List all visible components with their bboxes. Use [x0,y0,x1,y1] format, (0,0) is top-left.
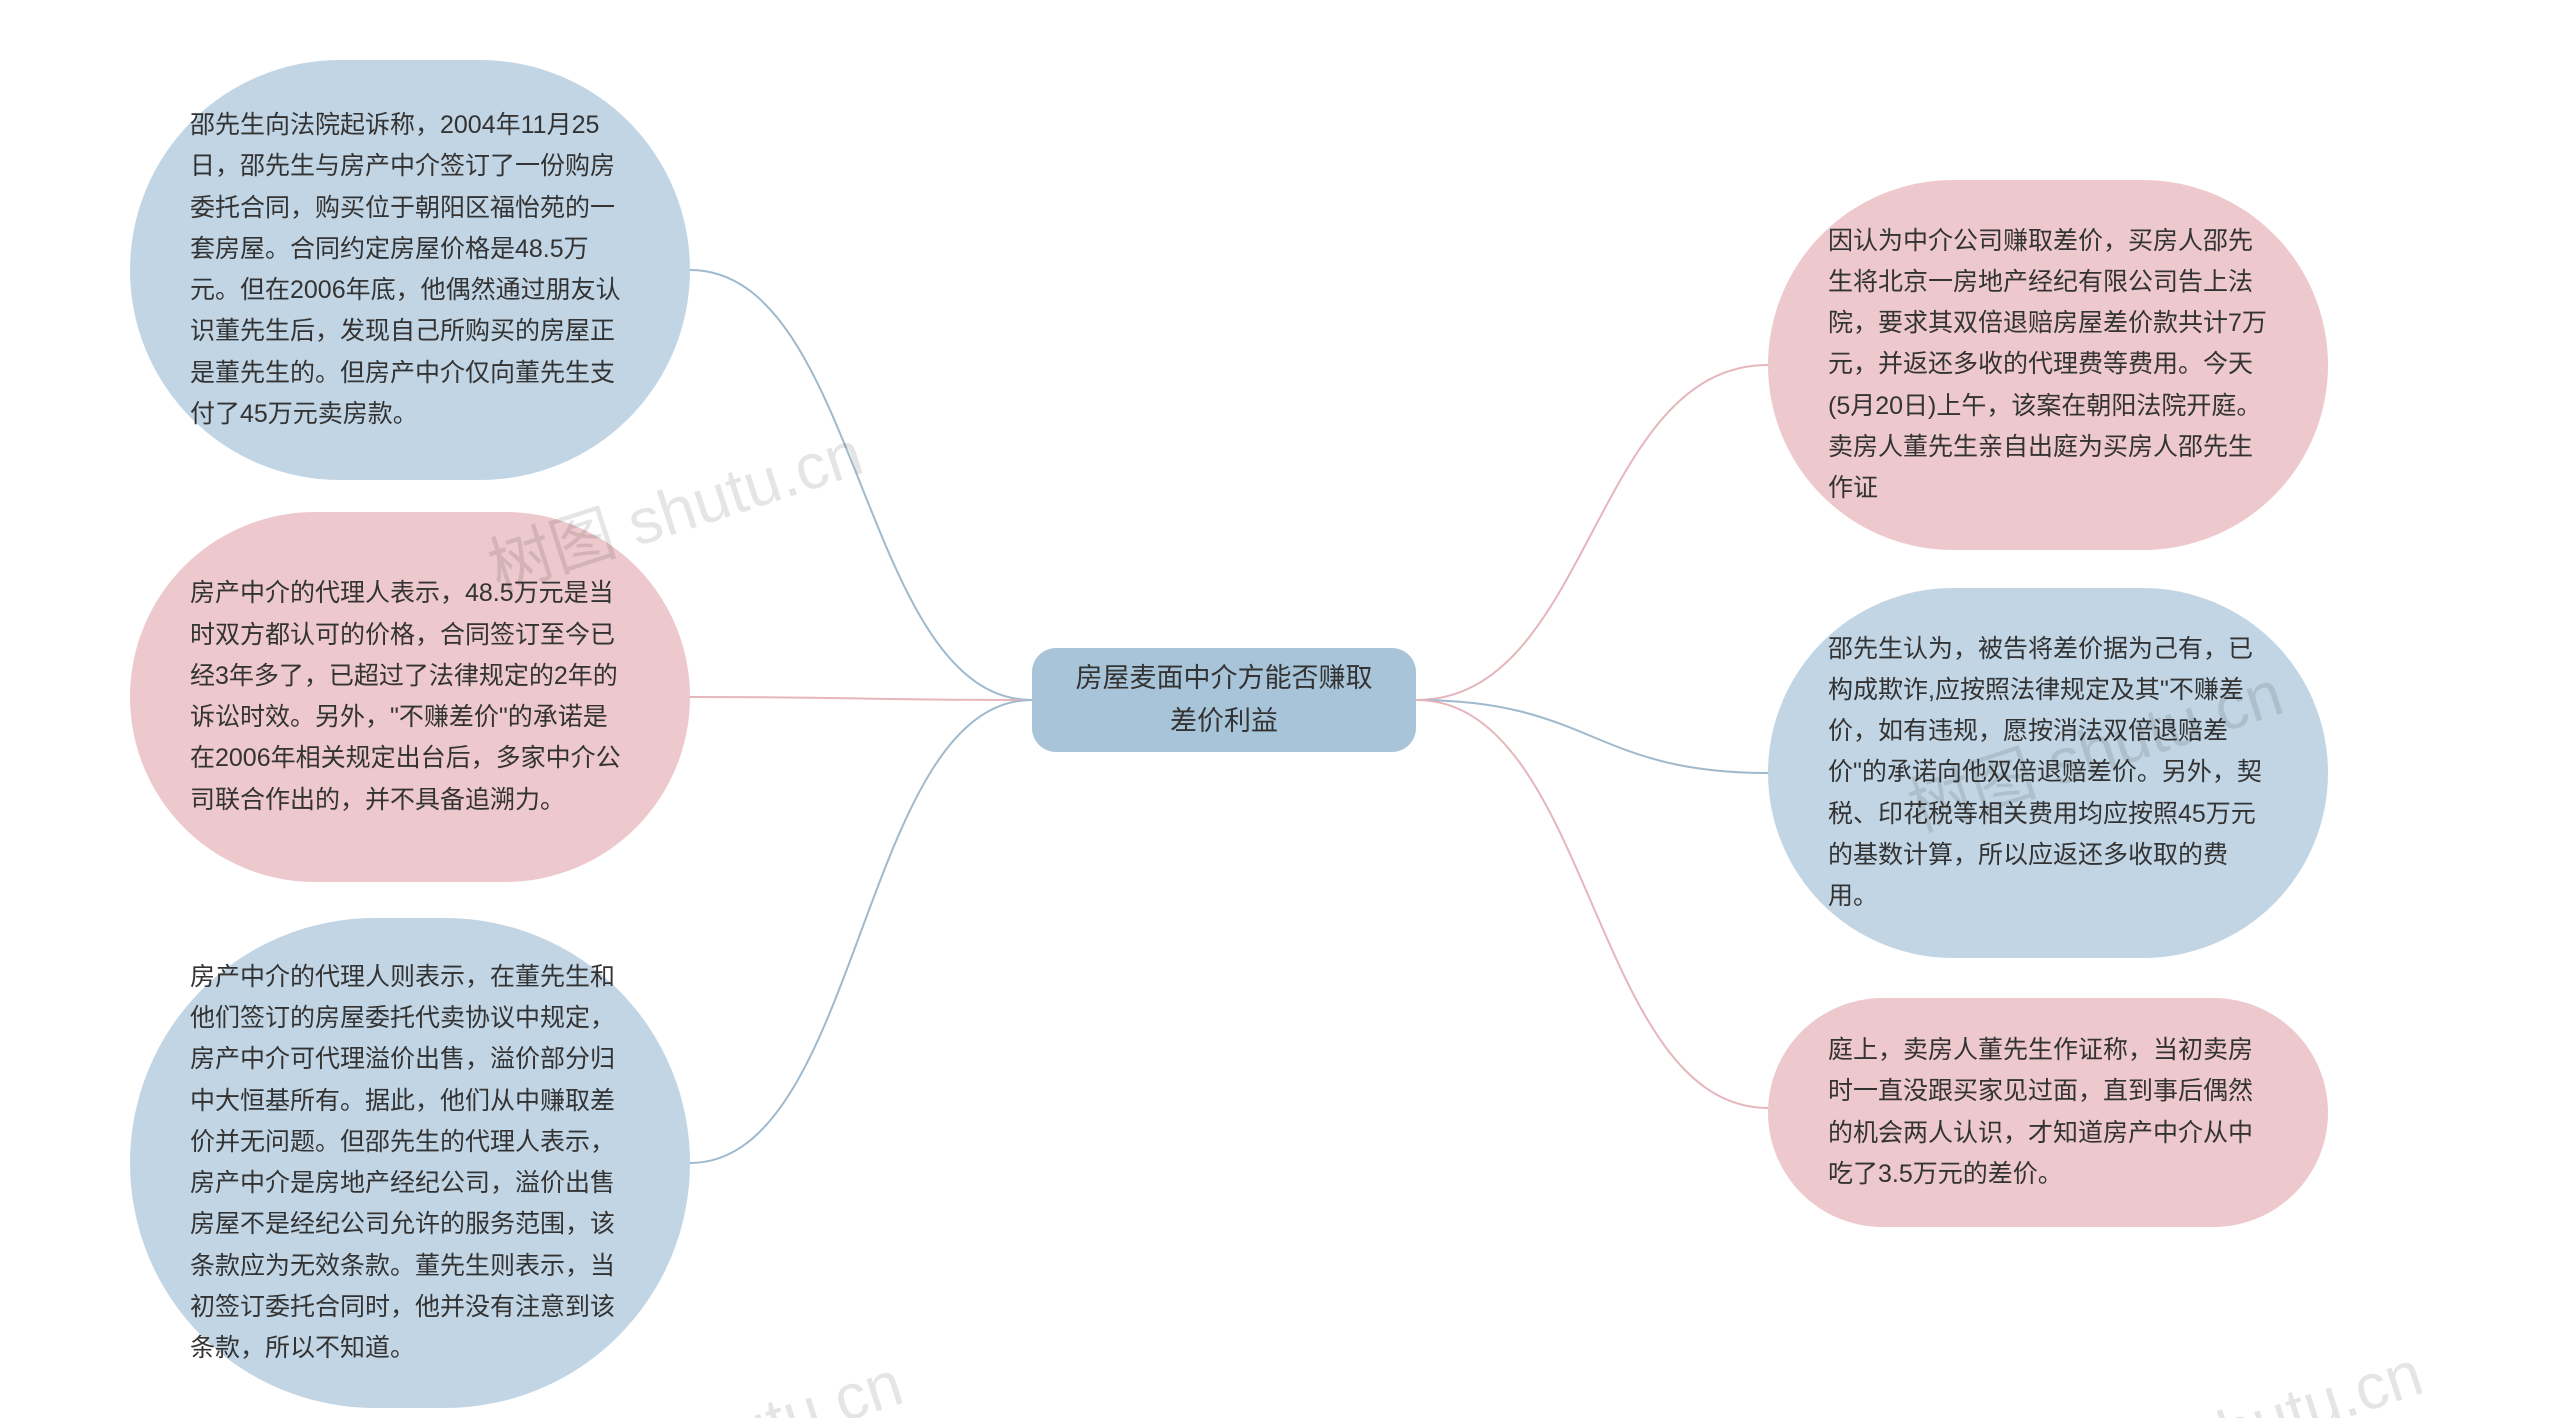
right-node-2: 邵先生认为，被告将差价据为己有，已构成欺诈,应按照法律规定及其"不赚差价，如有违… [1768,588,2328,958]
right-node-3: 庭上，卖房人董先生作证称，当初卖房时一直没跟买家见过面，直到事后偶然的机会两人认… [1768,998,2328,1227]
center-node-label: 房屋麦面中介方能否赚取差价利益 [1076,657,1373,743]
left-node-3: 房产中介的代理人则表示，在董先生和他们签订的房屋委托代卖协议中规定，房产中介可代… [130,918,690,1408]
left-node-1: 邵先生向法院起诉称，2004年11月25日，邵先生与房产中介签订了一份购房委托合… [130,60,690,480]
left-node-2: 房产中介的代理人表示，48.5万元是当时双方都认可的价格，合同签订至今已经3年多… [130,512,690,882]
right-node-2-text: 邵先生认为，被告将差价据为己有，已构成欺诈,应按照法律规定及其"不赚差价，如有违… [1828,629,2268,918]
mindmap-canvas: 房屋麦面中介方能否赚取差价利益 邵先生向法院起诉称，2004年11月25日，邵先… [0,0,2560,1418]
left-node-3-text: 房产中介的代理人则表示，在董先生和他们签订的房屋委托代卖协议中规定，房产中介可代… [190,957,630,1370]
right-node-1-text: 因认为中介公司赚取差价，买房人邵先生将北京一房地产经纪有限公司告上法院，要求其双… [1828,221,2268,510]
center-node: 房屋麦面中介方能否赚取差价利益 [1032,648,1416,752]
left-node-1-text: 邵先生向法院起诉称，2004年11月25日，邵先生与房产中介签订了一份购房委托合… [190,105,630,435]
left-node-2-text: 房产中介的代理人表示，48.5万元是当时双方都认可的价格，合同签订至今已经3年多… [190,573,630,821]
watermark: 树图 shutu.cn [2035,1322,2432,1418]
right-node-1: 因认为中介公司赚取差价，买房人邵先生将北京一房地产经纪有限公司告上法院，要求其双… [1768,180,2328,550]
right-node-3-text: 庭上，卖房人董先生作证称，当初卖房时一直没跟买家见过面，直到事后偶然的机会两人认… [1828,1030,2268,1195]
